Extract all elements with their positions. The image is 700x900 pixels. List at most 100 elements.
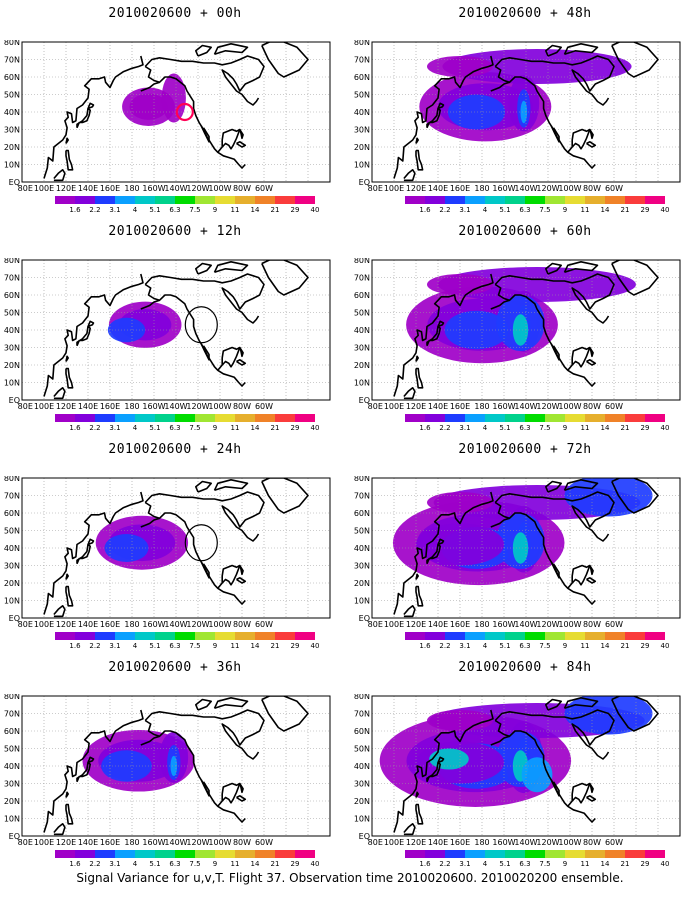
lon-tick-label: 160W (492, 402, 515, 411)
colorbar-swatch (405, 196, 425, 204)
lon-tick-label: 80W (233, 620, 251, 629)
coastline (415, 367, 424, 389)
colorbar-label: 7.5 (189, 642, 200, 650)
graticule (372, 478, 680, 618)
colorbar-swatch (645, 196, 665, 204)
coastline (393, 273, 494, 397)
coastline (589, 129, 594, 140)
colorbar-label: 29 (641, 642, 650, 650)
colorbar-label: 5.1 (149, 206, 160, 214)
coastline (415, 137, 419, 144)
lon-tick-label: 140E (428, 402, 448, 411)
coastline (611, 42, 659, 78)
lat-tick-label: EQ (359, 614, 370, 623)
coastline (140, 299, 160, 310)
map-frame (21, 259, 331, 401)
coastline (415, 791, 419, 798)
coastline (494, 491, 615, 542)
colorbar-swatch (175, 196, 195, 204)
lon-tick-label: 160E (450, 838, 470, 847)
colorbar-swatch (605, 850, 625, 858)
lon-tick-label: 120E (56, 184, 76, 193)
colorbar-label: 21 (271, 424, 280, 432)
coastline (195, 480, 212, 493)
coastline (415, 149, 424, 171)
lon-tick-label: 100E (384, 620, 404, 629)
coastline (261, 260, 309, 296)
lon-tick-label: 100W (208, 402, 231, 411)
lon-tick-label: 80W (583, 402, 601, 411)
coastlines (393, 260, 659, 400)
colorbar-label: 4 (483, 206, 488, 214)
coastline (213, 697, 249, 710)
map-frame (371, 477, 681, 619)
coastline (239, 129, 244, 140)
variance-field (419, 49, 632, 142)
coastline (65, 137, 69, 144)
coastline (586, 359, 597, 366)
colorbar-swatch (95, 632, 115, 640)
colorbar-swatch (115, 414, 135, 422)
lon-tick-label: 160W (142, 184, 165, 193)
lat-tick-label: 10N (354, 597, 370, 606)
colorbar-swatch (465, 850, 485, 858)
lon-tick-label: 120W (186, 620, 209, 629)
coastline (567, 346, 591, 371)
lat-tick-label: 20N (4, 143, 20, 152)
colorbar-label: 1.6 (69, 206, 81, 214)
colorbar-label: 29 (291, 424, 300, 432)
lat-tick-label: 10N (354, 161, 370, 170)
colorbar-swatch (585, 196, 605, 204)
variance-contour (520, 100, 528, 124)
coastline (550, 125, 560, 143)
coastline (43, 491, 144, 615)
lon-tick-label: 160W (142, 620, 165, 629)
map-frame (371, 41, 681, 183)
colorbar-label: 4 (483, 860, 488, 868)
colorbar-swatch (275, 850, 295, 858)
coastlines (43, 42, 309, 182)
colorbar-swatch (295, 414, 315, 422)
lon-tick-label: 160E (450, 184, 470, 193)
coastline (65, 803, 74, 825)
colorbar-label: 3.1 (109, 206, 120, 214)
lat-tick-label: 50N (354, 91, 370, 100)
coastline (43, 55, 144, 179)
coastline (87, 320, 95, 328)
colorbar-label: 29 (641, 860, 650, 868)
colorbar-swatch (115, 196, 135, 204)
variance-contour (442, 49, 632, 84)
colorbar-label: 11 (581, 642, 590, 650)
colorbar-swatch (645, 414, 665, 422)
lat-tick-label: 30N (4, 344, 20, 353)
lon-tick-label: 140W (514, 402, 537, 411)
map-frame (21, 477, 331, 619)
lon-tick-label: 140E (428, 838, 448, 847)
coastline (239, 783, 244, 794)
coastline (426, 325, 441, 347)
variance-contour (107, 317, 146, 343)
colorbar-label: 1.6 (69, 424, 81, 432)
colorbar-swatch (135, 632, 155, 640)
panel-title: 2010020600 + 36h (108, 660, 242, 675)
colorbar-swatch (445, 414, 465, 422)
lon-tick-label: 120E (406, 620, 426, 629)
lon-tick-label: 120W (186, 402, 209, 411)
colorbar-label: 3.1 (109, 860, 120, 868)
colorbar: 1.6 2.2 3.1 4 5.1 6.3 7.5 9 11 14 21 29 40 (405, 632, 669, 650)
lat-tick-label: 70N (354, 56, 370, 65)
observation-circle (184, 306, 218, 344)
panel-title: 2010020600 + 24h (108, 442, 242, 457)
lon-tick-label: 80E (368, 620, 383, 629)
lat-tick-label: EQ (9, 396, 20, 405)
colorbar-swatch (445, 196, 465, 204)
colorbar-swatch (525, 850, 545, 858)
colorbar-label: 2.2 (439, 424, 450, 432)
lat-tick-label: 50N (4, 91, 20, 100)
map-frame (21, 695, 331, 837)
colorbar-label: 21 (621, 642, 630, 650)
lon-tick-label: 120W (186, 184, 209, 193)
colorbar-swatch (585, 850, 605, 858)
